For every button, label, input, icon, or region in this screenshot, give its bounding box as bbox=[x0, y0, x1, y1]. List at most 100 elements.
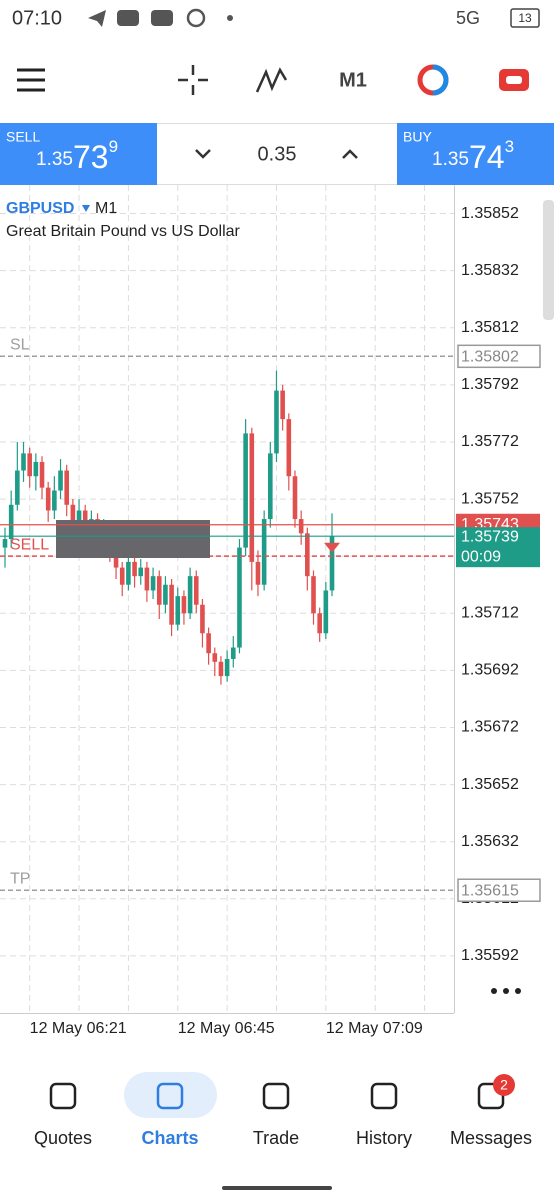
candle-body bbox=[70, 504, 76, 528]
candle-body bbox=[2, 539, 8, 548]
candle-body bbox=[64, 470, 69, 505]
candle-body bbox=[33, 461, 39, 477]
crosshair-button[interactable] bbox=[178, 65, 208, 95]
indicators-button[interactable] bbox=[255, 67, 288, 93]
sell-button[interactable] bbox=[0, 123, 157, 185]
nav-item[interactable]: Charts bbox=[141, 1128, 198, 1148]
nav-item[interactable]: History bbox=[356, 1128, 412, 1148]
nav-item[interactable]: Trade bbox=[253, 1128, 299, 1148]
candle-body bbox=[298, 519, 304, 534]
nav-icon bbox=[156, 1082, 184, 1110]
y-tick-label: 1.35672 bbox=[461, 719, 519, 736]
bid-price: 1.35739 bbox=[461, 528, 519, 545]
symbol[interactable]: GBPUSD bbox=[6, 200, 74, 217]
candle-body bbox=[27, 453, 32, 477]
y-tick-label: 1.35772 bbox=[461, 433, 519, 450]
candle-body bbox=[237, 547, 242, 648]
candle-body bbox=[163, 584, 168, 605]
candle-body bbox=[317, 613, 322, 634]
candle-body bbox=[292, 476, 298, 520]
volume-up[interactable] bbox=[342, 149, 358, 159]
candle-body bbox=[144, 567, 150, 591]
nav-item[interactable]: Messages bbox=[450, 1128, 532, 1148]
candle-body bbox=[261, 519, 267, 585]
candle-body bbox=[138, 567, 144, 577]
nav-icon bbox=[49, 1082, 77, 1110]
candle-body bbox=[52, 490, 57, 511]
chart: 1.35852 1.35832 1.35812 1.35792 1.35772 1.357… bbox=[0, 185, 541, 1037]
volume[interactable]: 0.35 bbox=[258, 143, 297, 165]
buy-label: BUY bbox=[403, 129, 432, 145]
symbol-dropdown[interactable] bbox=[82, 205, 90, 212]
volume-down[interactable] bbox=[195, 149, 211, 159]
objects-icon bbox=[432, 64, 449, 96]
sell-label: SELL bbox=[6, 129, 40, 145]
x-tick-label: 12 May 06:21 bbox=[30, 1020, 127, 1037]
candle-body bbox=[255, 561, 261, 585]
bottom-nav: Quotes Charts Trade History Messages 2 bbox=[34, 1074, 532, 1148]
y-tick-label: 1.35752 bbox=[461, 490, 519, 507]
home-indicator bbox=[222, 1186, 332, 1190]
candle-body bbox=[8, 504, 14, 540]
candle-body bbox=[39, 461, 45, 488]
nav-active-pill bbox=[124, 1072, 217, 1118]
candle-body bbox=[187, 576, 193, 614]
candle-body bbox=[76, 510, 82, 528]
y-tick-label: 1.35652 bbox=[461, 776, 519, 793]
candle-body bbox=[206, 633, 211, 654]
y-tick-label: 1.35832 bbox=[461, 262, 519, 279]
nav-item[interactable]: Quotes bbox=[34, 1128, 92, 1148]
candle-body bbox=[15, 470, 20, 505]
candle-body bbox=[58, 470, 63, 491]
more-button[interactable] bbox=[491, 988, 521, 994]
x-tick-label: 12 May 07:09 bbox=[326, 1020, 423, 1037]
y-tick-label: 1.35812 bbox=[461, 319, 519, 336]
menu-button[interactable] bbox=[17, 68, 45, 92]
sell-arrow bbox=[324, 542, 341, 553]
battery-level: 13 bbox=[518, 11, 532, 25]
y-tick-label: 1.35632 bbox=[461, 833, 519, 850]
y-tick-label: 1.35852 bbox=[461, 205, 519, 222]
candle-body bbox=[311, 576, 316, 614]
candle-body bbox=[224, 658, 230, 677]
x-tick-label: 12 May 06:45 bbox=[178, 1020, 275, 1037]
candle-body bbox=[126, 561, 131, 585]
network: 5G bbox=[456, 8, 480, 28]
timeframe-button[interactable]: M1 bbox=[339, 69, 367, 91]
candle-body bbox=[274, 390, 279, 454]
candle-body bbox=[329, 536, 335, 591]
dot-icon bbox=[227, 15, 233, 21]
candle-body bbox=[230, 647, 236, 659]
chart-timeframe: M1 bbox=[95, 200, 117, 217]
level-price-box bbox=[457, 878, 541, 902]
candle-body bbox=[193, 576, 199, 605]
candle-body bbox=[218, 661, 224, 677]
level-price-box bbox=[457, 344, 541, 369]
level-name: TP bbox=[10, 870, 30, 887]
candle-body bbox=[175, 596, 181, 625]
sell-price: 1.35739 bbox=[36, 137, 118, 175]
y-tick-label: 1.35792 bbox=[461, 376, 519, 393]
candle-body bbox=[212, 653, 218, 662]
candle-body bbox=[286, 419, 292, 477]
candle-body bbox=[156, 576, 162, 605]
battery bbox=[510, 8, 540, 28]
candle-body bbox=[150, 576, 156, 591]
candle-body bbox=[249, 433, 255, 562]
buy-button[interactable] bbox=[397, 123, 554, 185]
buy-price: 1.35743 bbox=[432, 137, 514, 175]
candle-body bbox=[132, 561, 137, 577]
candle-body bbox=[243, 433, 248, 548]
candle-body bbox=[280, 390, 285, 420]
level-price: 1.35802 bbox=[461, 349, 519, 366]
trade-icon bbox=[506, 76, 522, 84]
level-price: 1.35615 bbox=[461, 882, 519, 899]
nav-icon bbox=[370, 1082, 398, 1110]
candle-body bbox=[21, 453, 26, 471]
level-name: SELL bbox=[10, 536, 49, 553]
y-tick-label: 1.35592 bbox=[461, 947, 519, 964]
level-name: SL bbox=[10, 337, 30, 354]
